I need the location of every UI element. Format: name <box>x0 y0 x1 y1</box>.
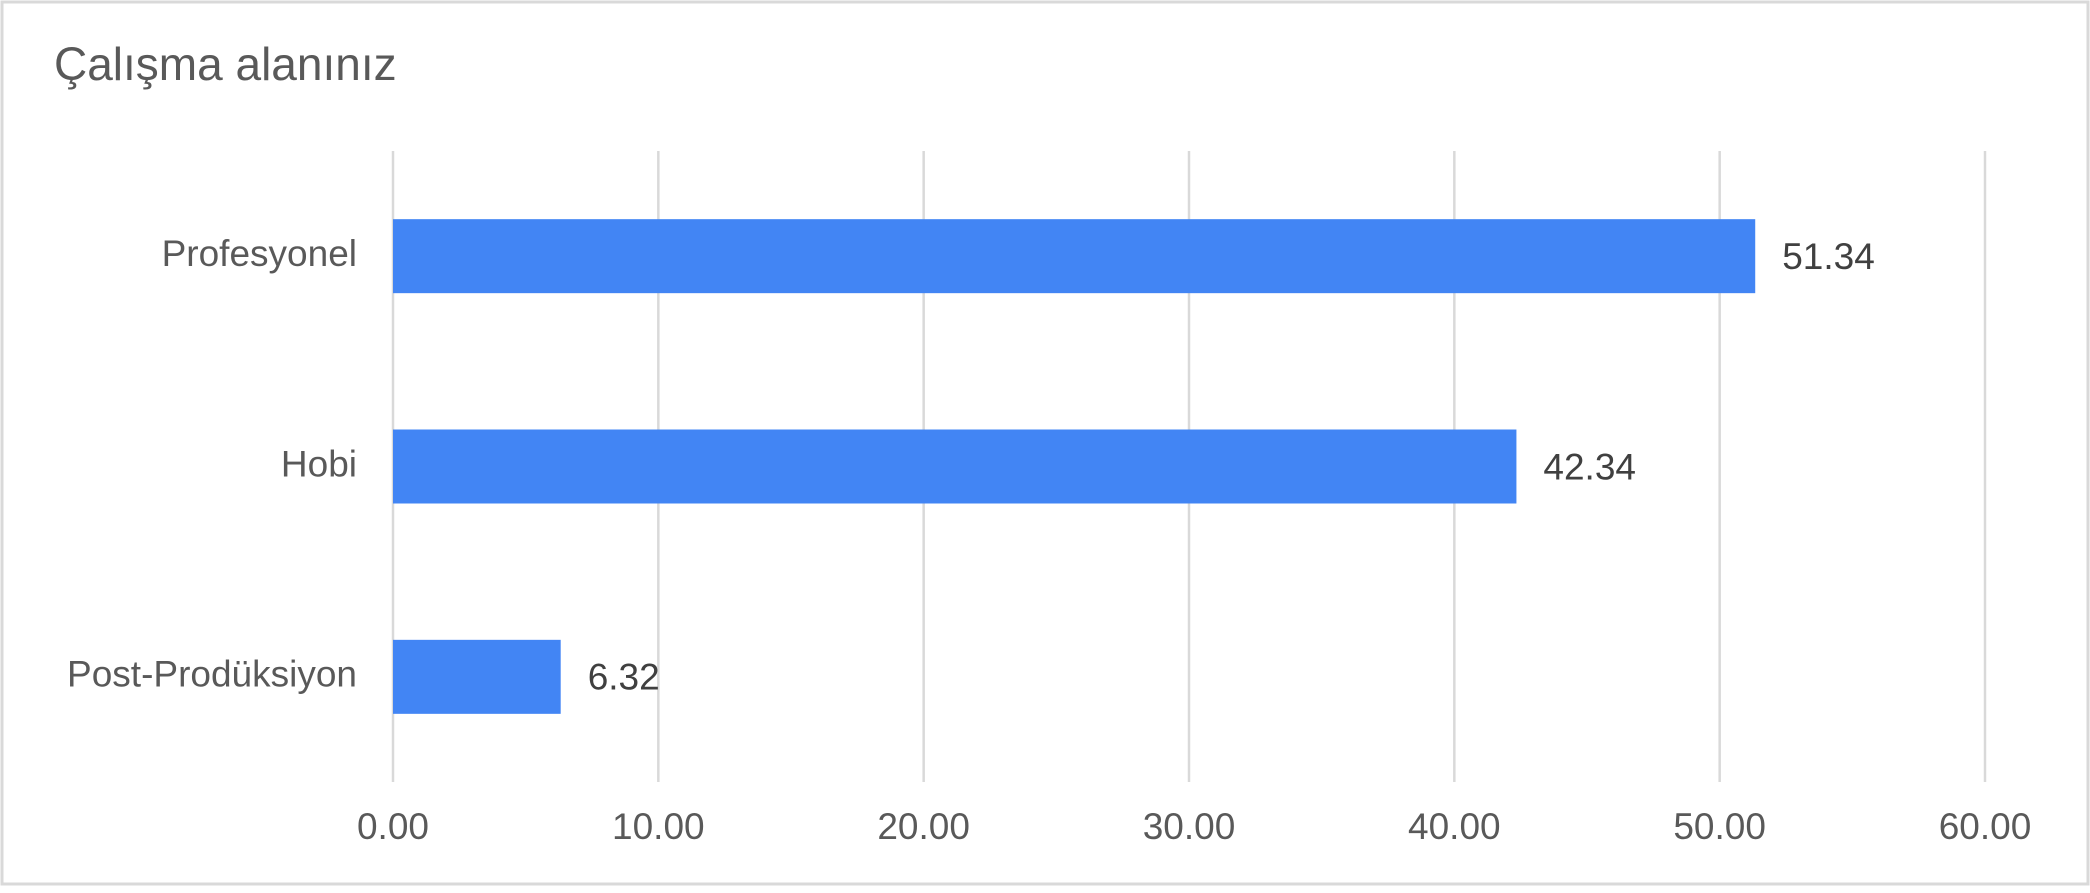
value-label: 6.32 <box>588 657 660 698</box>
x-tick-label: 10.00 <box>612 806 705 847</box>
value-label: 51.34 <box>1782 236 1875 277</box>
y-tick-label: Profesyonel <box>162 233 357 274</box>
x-tick-label: 40.00 <box>1408 806 1501 847</box>
x-tick-label: 20.00 <box>877 806 970 847</box>
bar <box>393 429 1517 504</box>
x-tick-label: 0.00 <box>357 806 429 847</box>
y-tick-label: Post-Prodüksiyon <box>67 654 357 695</box>
value-label: 42.34 <box>1543 446 1636 487</box>
chart-title: Çalışma alanınız <box>54 38 397 90</box>
x-tick-label: 50.00 <box>1673 806 1766 847</box>
bar <box>393 219 1756 294</box>
x-tick-label: 60.00 <box>1939 806 2032 847</box>
bar <box>393 639 561 714</box>
x-tick-label: 30.00 <box>1143 806 1236 847</box>
y-tick-label: Hobi <box>281 443 357 484</box>
